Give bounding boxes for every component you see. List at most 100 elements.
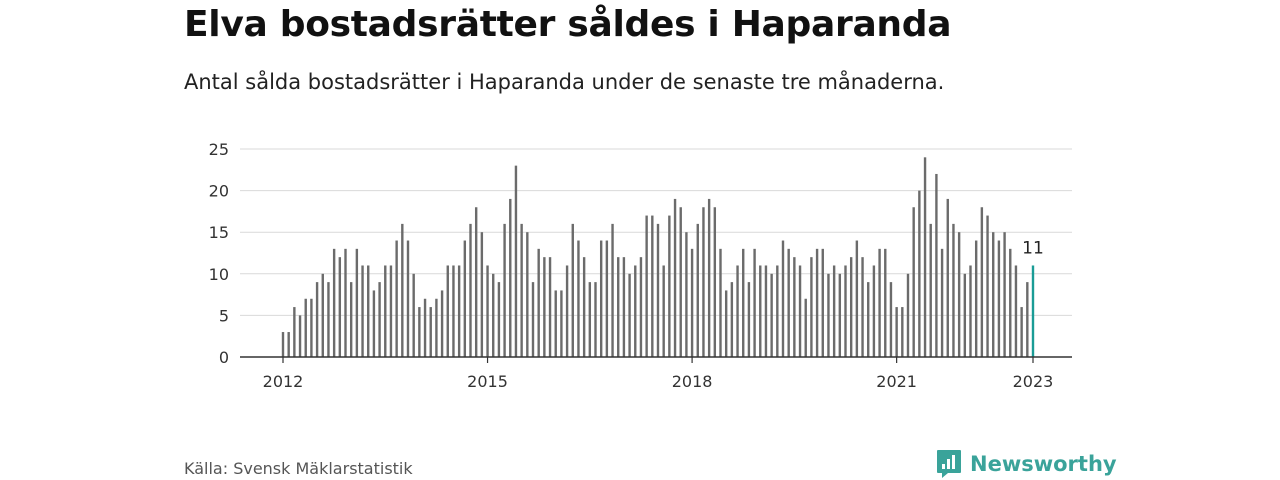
bar <box>753 248 756 357</box>
bar <box>946 198 949 357</box>
bar <box>798 265 802 357</box>
bar <box>332 248 336 357</box>
bar <box>367 265 370 357</box>
bar <box>520 223 523 357</box>
bar <box>787 248 790 357</box>
bar <box>759 265 762 357</box>
bar <box>582 257 586 357</box>
bar <box>651 215 654 357</box>
bar <box>310 298 313 357</box>
bar <box>821 248 824 357</box>
highlight-value-label: 11 <box>1022 238 1044 258</box>
bar <box>577 240 580 357</box>
y-tick-label: 20 <box>209 182 229 201</box>
bar <box>1003 232 1006 357</box>
bar <box>401 223 404 357</box>
bar <box>810 257 813 357</box>
bar <box>730 282 734 357</box>
bar <box>1014 265 1018 357</box>
bar <box>719 248 722 357</box>
bar <box>929 223 932 357</box>
bar <box>770 273 773 357</box>
bar <box>963 273 967 357</box>
bar <box>293 307 296 357</box>
bar <box>889 282 893 357</box>
bar <box>452 265 455 357</box>
bar <box>997 240 1001 357</box>
bar <box>906 273 910 357</box>
bar <box>645 215 648 357</box>
bar <box>298 315 302 357</box>
bar <box>446 265 449 357</box>
bar <box>418 307 421 357</box>
bar <box>764 265 768 357</box>
bar <box>872 265 876 357</box>
bar <box>497 282 501 357</box>
bar <box>571 223 574 357</box>
bar <box>884 248 887 357</box>
bar <box>832 265 836 357</box>
bar <box>492 273 495 357</box>
bar <box>463 240 467 357</box>
bar <box>304 298 307 357</box>
bar <box>321 273 324 357</box>
bar <box>713 207 717 357</box>
bar <box>395 240 398 357</box>
bar <box>668 215 671 357</box>
bar <box>980 207 984 357</box>
bar <box>503 223 506 357</box>
bar <box>372 290 376 357</box>
bar <box>565 265 569 357</box>
bar <box>554 290 557 357</box>
bar <box>281 332 285 357</box>
bar <box>457 265 461 357</box>
newsworthy-logo-icon <box>937 450 961 478</box>
bar <box>605 240 609 357</box>
bar <box>531 282 535 357</box>
x-tick-label: 2021 <box>876 372 917 391</box>
bar <box>724 290 728 357</box>
bar <box>338 257 342 357</box>
bar <box>361 265 364 357</box>
y-tick-label: 25 <box>209 140 229 159</box>
chart-title: Elva bostadsrätter såldes i Haparanda <box>184 4 952 45</box>
bar <box>543 257 546 357</box>
bar <box>895 307 898 357</box>
chart-subtitle: Antal sålda bostadsrätter i Haparanda un… <box>184 70 945 94</box>
bar <box>634 265 637 357</box>
bar <box>526 232 529 357</box>
bar <box>867 282 870 357</box>
y-tick-label: 10 <box>209 265 229 284</box>
bar <box>327 282 330 357</box>
bar <box>599 240 603 357</box>
bar <box>776 265 779 357</box>
bar <box>849 257 853 357</box>
bar <box>690 248 694 357</box>
bar <box>594 282 597 357</box>
bar <box>793 257 796 357</box>
bar <box>986 215 989 357</box>
brand-logo[interactable]: Newsworthy <box>936 449 1117 479</box>
bar <box>855 240 859 357</box>
bar <box>480 232 484 357</box>
bar <box>509 198 512 357</box>
bar <box>673 198 677 357</box>
bar <box>435 298 438 357</box>
bar <box>838 273 842 357</box>
bar <box>918 190 921 357</box>
bar <box>560 290 563 357</box>
bar <box>656 223 660 357</box>
bar <box>440 290 444 357</box>
bar <box>815 248 819 357</box>
x-tick-label: 2018 <box>672 372 713 391</box>
bar <box>622 257 626 357</box>
bar <box>423 298 427 357</box>
x-tick-label: 2023 <box>1013 372 1054 391</box>
bar <box>696 223 699 357</box>
x-axis: 2012 2015 2018 2021 2023 <box>240 356 1072 391</box>
bar <box>685 232 688 357</box>
bar <box>861 257 864 357</box>
bar <box>389 265 393 357</box>
bar <box>639 257 643 357</box>
